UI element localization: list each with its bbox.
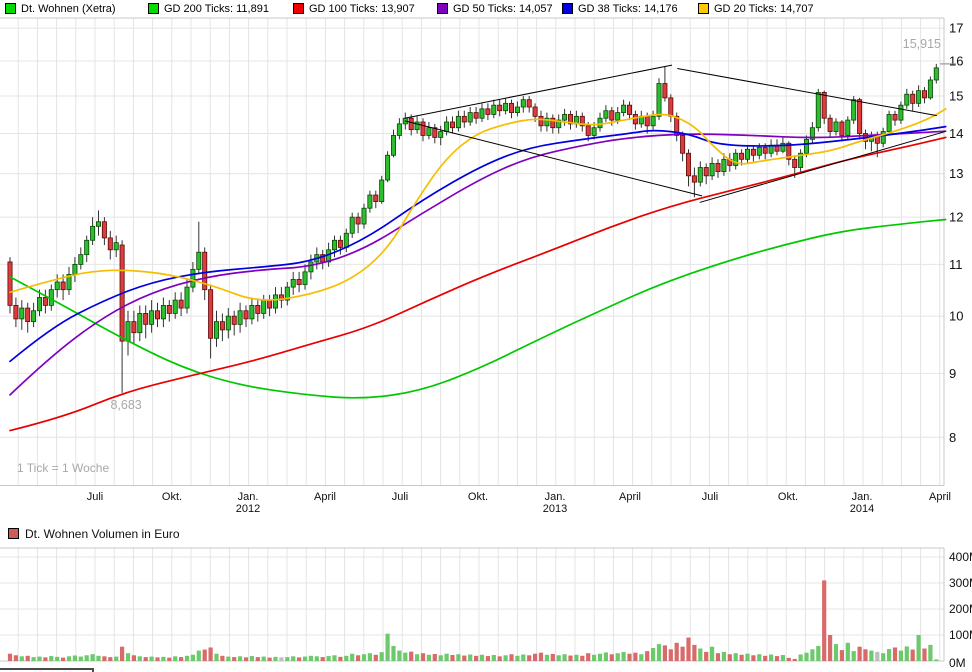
svg-text:100M: 100M <box>949 628 972 642</box>
svg-text:Juli: Juli <box>87 491 104 503</box>
gd20-swatch <box>698 3 709 14</box>
svg-text:400M: 400M <box>949 550 972 564</box>
legend-label: GD 20 Ticks: 14,707 <box>714 2 814 15</box>
axis-labels: 17 16 15 14 13 12 11 10 9 8 400M 300M 200M 100M 0M Juli… <box>87 21 972 670</box>
svg-text:Jan.: Jan. <box>238 491 259 503</box>
svg-text:Juli: Juli <box>702 491 719 503</box>
svg-text:200M: 200M <box>949 602 972 616</box>
ma-line-100 <box>9 136 947 432</box>
svg-text:April: April <box>619 491 641 503</box>
low-annotation: 8,683 <box>110 398 141 412</box>
svg-text:2013: 2013 <box>543 503 567 515</box>
ma-line-200 <box>9 218 947 399</box>
volume-bars <box>7 580 939 661</box>
legend-label: GD 50 Ticks: 14,057 <box>453 2 553 15</box>
trend-line-4 <box>699 131 946 203</box>
svg-text:9: 9 <box>949 366 956 381</box>
legend-item-gd200: GD 200 Ticks: 11,891 <box>148 2 269 15</box>
svg-text:13: 13 <box>949 166 963 181</box>
trend-line-3 <box>677 68 937 117</box>
svg-text:16: 16 <box>949 54 963 69</box>
legend-item-gd20: GD 20 Ticks: 14,707 <box>698 2 814 15</box>
svg-text:14: 14 <box>949 126 963 141</box>
tick-interval-note: 1 Tick = 1 Woche <box>17 461 110 475</box>
svg-text:April: April <box>929 491 951 503</box>
legend-label: GD 100 Ticks: 13,907 <box>309 2 415 15</box>
ma-line-50 <box>9 130 947 396</box>
gd50-swatch <box>437 3 448 14</box>
svg-text:11: 11 <box>949 257 963 272</box>
cropped-bottom-element <box>0 668 94 672</box>
legend-item-gd38: GD 38 Ticks: 14,176 <box>562 2 678 15</box>
legend-label: GD 38 Ticks: 14,176 <box>578 2 678 15</box>
ma-line-20 <box>9 108 947 301</box>
svg-text:April: April <box>314 491 336 503</box>
svg-text:Okt.: Okt. <box>162 491 182 503</box>
svg-text:300M: 300M <box>949 576 972 590</box>
svg-text:Jan.: Jan. <box>545 491 566 503</box>
svg-text:12: 12 <box>949 210 963 225</box>
high-annotation: 15,915 <box>903 37 941 51</box>
svg-text:10: 10 <box>949 309 963 324</box>
legend-item-gd50: GD 50 Ticks: 14,057 <box>437 2 553 15</box>
svg-text:15: 15 <box>949 89 963 104</box>
svg-text:0M: 0M <box>949 656 966 670</box>
svg-text:Okt.: Okt. <box>468 491 488 503</box>
svg-text:8: 8 <box>949 430 956 445</box>
moving-average-lines <box>9 108 947 432</box>
legend-label: Dt. Wohnen (Xetra) <box>21 2 116 15</box>
volume-legend-label: Dt. Wohnen Volumen in Euro <box>25 526 180 541</box>
svg-text:Jan.: Jan. <box>852 491 873 503</box>
svg-text:2014: 2014 <box>850 503 874 515</box>
gd38-swatch <box>562 3 573 14</box>
legend-item-gd100: GD 100 Ticks: 13,907 <box>293 2 415 15</box>
gd200-swatch <box>148 3 159 14</box>
volume-legend: Dt. Wohnen Volumen in Euro <box>8 526 180 541</box>
legend-item-instrument: Dt. Wohnen (Xetra) <box>5 2 116 15</box>
candles-layer <box>7 63 939 393</box>
legend-label: GD 200 Ticks: 11,891 <box>164 2 269 15</box>
trend-lines <box>404 64 946 203</box>
gd100-swatch <box>293 3 304 14</box>
svg-text:17: 17 <box>949 21 963 36</box>
volume-swatch <box>8 528 19 539</box>
svg-text:Okt.: Okt. <box>778 491 798 503</box>
trend-line-1 <box>404 64 673 119</box>
svg-text:2012: 2012 <box>236 503 260 515</box>
trend-line-2 <box>404 120 703 197</box>
instrument-swatch <box>5 3 16 14</box>
svg-text:Juli: Juli <box>392 491 409 503</box>
